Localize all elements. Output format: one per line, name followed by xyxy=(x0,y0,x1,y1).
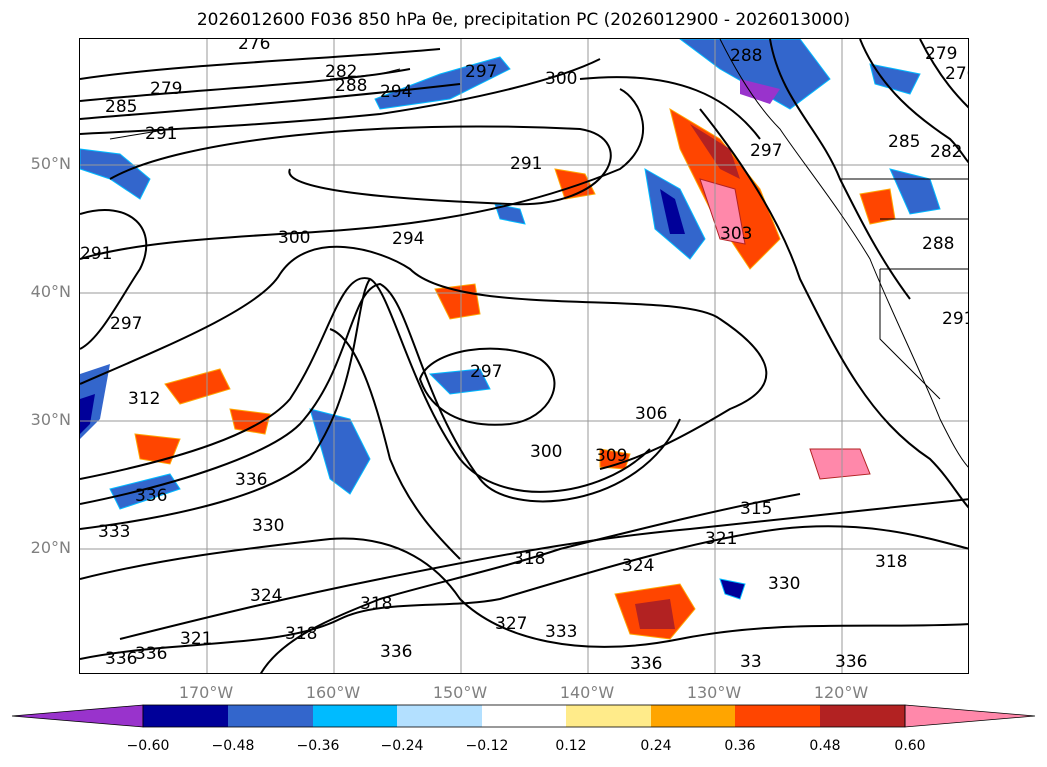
contour-label: 297 xyxy=(470,362,502,382)
precipitation-shading xyxy=(80,39,941,640)
contour-label: 282 xyxy=(325,62,357,82)
contour-label: 318 xyxy=(875,552,907,572)
colorbar-tick: −0.48 xyxy=(211,738,255,754)
colorbar-tick: 0.12 xyxy=(555,738,587,754)
contour-label: 330 xyxy=(768,574,800,594)
colorbar-tick: 0.36 xyxy=(724,738,756,754)
colorbar-segment-1 xyxy=(143,705,228,727)
contour-label: 336 xyxy=(835,652,867,672)
contour-label: 288 xyxy=(335,76,367,96)
contour-label: 336 xyxy=(135,486,167,506)
colorbar-segment-0 xyxy=(11,704,144,728)
colorbar-tick: 0.24 xyxy=(640,738,672,754)
contour-label: 282 xyxy=(930,142,962,162)
theta-e-contours xyxy=(80,39,968,673)
contour-label: 276 xyxy=(238,39,270,54)
contour-label: 312 xyxy=(128,389,160,409)
colorbar-tick: −0.24 xyxy=(380,738,424,754)
lon-label-150w: 150°W xyxy=(432,683,488,702)
contour-label: 291 xyxy=(145,124,177,144)
contour-label: 336 xyxy=(105,649,137,669)
lat-label-30n: 30°N xyxy=(30,410,71,429)
contour-label: 333 xyxy=(545,622,577,642)
contour-label: 318 xyxy=(360,594,392,614)
contour-label: 300 xyxy=(530,442,562,462)
colorbar-tick: −0.60 xyxy=(126,738,170,754)
contour-label: 324 xyxy=(622,556,654,576)
colorbar-tick: −0.12 xyxy=(465,738,509,754)
contour-label: 279 xyxy=(925,44,957,64)
colorbar-tick: 0.48 xyxy=(809,738,841,754)
contour-label: 291 xyxy=(942,309,969,329)
contour-label: 336 xyxy=(135,644,167,664)
coastline xyxy=(109,39,968,468)
contour-label: 318 xyxy=(513,549,545,569)
contour-label: 309 xyxy=(595,446,627,466)
contour-label: 315 xyxy=(740,499,772,519)
contour-label: 318 xyxy=(285,624,317,644)
colorbar-segment-3 xyxy=(313,705,397,727)
figure-title: 2026012600 F036 850 hPa θe, precipitatio… xyxy=(196,10,851,30)
contour-label: 294 xyxy=(392,229,424,249)
lat-label-20n: 20°N xyxy=(30,538,71,557)
contour-label: 297 xyxy=(465,62,497,82)
contour-label: 303 xyxy=(720,224,752,244)
colorbar-tick: −0.36 xyxy=(296,738,340,754)
colorbar-tick: 0.60 xyxy=(894,738,926,754)
contour-label: 291 xyxy=(510,154,542,174)
contour-label: 306 xyxy=(635,404,667,424)
contour-label: 324 xyxy=(250,586,282,606)
colorbar-segment-5 xyxy=(482,705,566,727)
colorbar-segment-9 xyxy=(820,705,905,727)
contour-label: 33 xyxy=(740,652,762,672)
contour-label: 300 xyxy=(545,69,577,89)
contour-label: 300 xyxy=(278,228,310,248)
contour-label: 330 xyxy=(252,516,284,536)
colorbar-segment-10 xyxy=(904,704,1036,728)
lon-label-160w: 160°W xyxy=(305,683,361,702)
contour-label: 321 xyxy=(705,529,737,549)
contour-label: 288 xyxy=(922,234,954,254)
contour-label: 297 xyxy=(750,141,782,161)
lon-label-130w: 130°W xyxy=(686,683,742,702)
contour-label: 285 xyxy=(105,97,137,117)
contour-label: 336 xyxy=(380,642,412,662)
contour-label: 288 xyxy=(730,46,762,66)
lat-label-50n: 50°N xyxy=(30,154,71,173)
contour-labels: 276 279 285 291 282 288 294 297 300 291 … xyxy=(80,39,969,674)
map-canvas: 276 279 285 291 282 288 294 297 300 291 … xyxy=(80,39,969,674)
contour-label: 336 xyxy=(630,654,662,674)
colorbar xyxy=(11,704,1036,728)
contour-label: 297 xyxy=(110,314,142,334)
contour-label: 327 xyxy=(495,614,527,634)
colorbar-segment-6 xyxy=(566,705,651,727)
lat-label-40n: 40°N xyxy=(30,282,71,301)
contour-label: 321 xyxy=(180,629,212,649)
lon-label-170w: 170°W xyxy=(178,683,234,702)
contour-label: 285 xyxy=(888,132,920,152)
contour-label: 291 xyxy=(80,244,112,264)
graticule xyxy=(80,39,968,673)
contour-label: 276 xyxy=(945,64,969,84)
colorbar-segment-7 xyxy=(651,705,735,727)
lon-label-140w: 140°W xyxy=(559,683,615,702)
contour-label: 336 xyxy=(235,470,267,490)
contour-label: 333 xyxy=(98,522,130,542)
contour-label: 294 xyxy=(380,82,412,102)
lon-label-120w: 120°W xyxy=(813,683,869,702)
colorbar-segment-2 xyxy=(228,705,313,727)
map-panel: 276 279 285 291 282 288 294 297 300 291 … xyxy=(79,38,969,674)
colorbar-segment-8 xyxy=(735,705,820,727)
colorbar-segment-4 xyxy=(397,705,482,727)
contour-label: 279 xyxy=(150,79,182,99)
